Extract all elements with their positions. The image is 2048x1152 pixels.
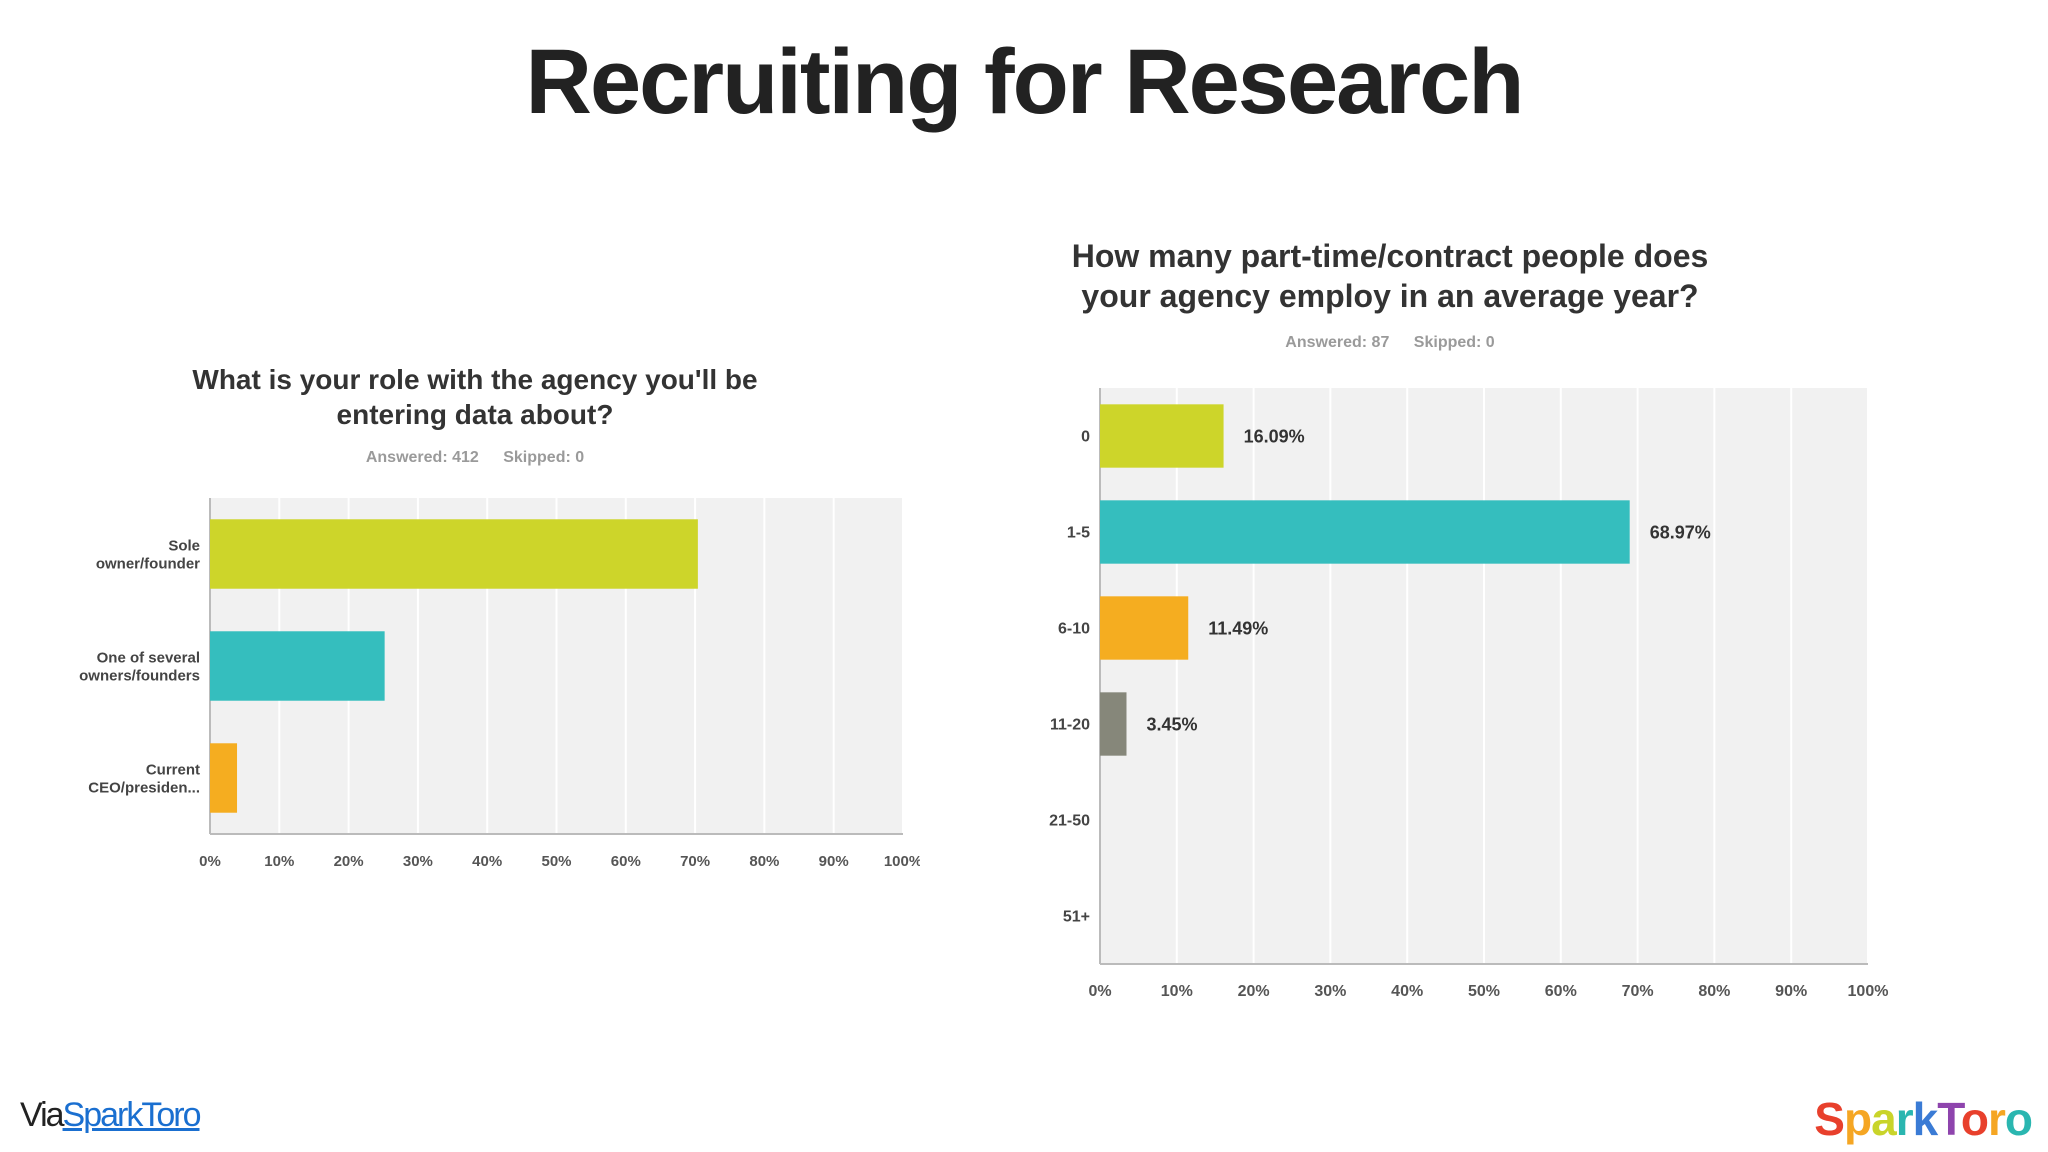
category-label: owners/founders (79, 667, 200, 684)
x-tick-label: 50% (541, 853, 571, 870)
chart1-answered: Answered: 412 (365, 449, 479, 466)
chart2-skipped: Skipped: 0 (1413, 334, 1495, 351)
chart2-title-line2: your agency employ in an average year? (1081, 278, 1699, 314)
bar (210, 519, 698, 589)
category-label: CEO/presiden... (88, 779, 200, 796)
logo-letter: o (1960, 1093, 1989, 1145)
chart1-meta: Answered: 412 Skipped: 0 (100, 449, 850, 467)
chart1-title-line1: What is your role with the agency you'll… (192, 364, 758, 395)
x-tick-label: 0% (1088, 983, 1111, 1000)
x-tick-label: 100% (1848, 983, 1889, 1000)
data-label: 3.45% (1146, 714, 1197, 734)
x-tick-label: 70% (680, 853, 710, 870)
data-label: 11.49% (1208, 618, 1268, 638)
category-label: Current (146, 761, 200, 778)
chart2-title: How many part-time/contract people does … (1000, 236, 1780, 316)
category-label: Sole (168, 537, 200, 554)
x-tick-label: 40% (1391, 983, 1423, 1000)
x-tick-label: 0% (199, 853, 221, 870)
logo-letter: o (2004, 1093, 2033, 1145)
logo-letter: p (1843, 1093, 1872, 1145)
logo-letter: T (1937, 1093, 1962, 1145)
via-label: Via (20, 1096, 65, 1134)
x-tick-label: 70% (1622, 983, 1654, 1000)
logo-letter: k (1912, 1093, 1939, 1145)
bar (1100, 692, 1127, 756)
category-label: 11-20 (1050, 717, 1090, 734)
x-tick-label: 90% (1775, 983, 1807, 1000)
via-credit: ViaSparkToro (20, 1096, 202, 1135)
x-tick-label: 60% (611, 853, 641, 870)
category-label: 0 (1081, 429, 1090, 446)
bar (1100, 500, 1630, 564)
bar (1100, 404, 1224, 468)
logo-letter: r (1895, 1093, 1914, 1145)
chart1-title: What is your role with the agency you'll… (100, 362, 850, 432)
bar (1100, 596, 1189, 660)
category-label: 51+ (1063, 909, 1090, 926)
category-label: 1-5 (1067, 525, 1090, 542)
bar (210, 631, 385, 701)
x-tick-label: 50% (1468, 983, 1500, 1000)
x-tick-label: 60% (1545, 983, 1577, 1000)
logo-letter: r (1987, 1093, 2006, 1145)
sparktoro-logo: SparkToro (1814, 1092, 2033, 1146)
x-tick-label: 80% (749, 853, 779, 870)
category-label: owner/founder (96, 555, 200, 572)
x-tick-label: 90% (819, 853, 849, 870)
chart1-plot: 0% 10% 20% 30% 40% 50% 60% 70% 80% 90% 100%Soleown… (79, 498, 920, 870)
slide-title: Recruiting for Research (525, 31, 1525, 133)
via-sparktoro-link[interactable]: SparkToro (62, 1096, 202, 1134)
x-tick-label: 30% (1314, 983, 1346, 1000)
chart2-plot: 0% 10% 20% 30% 40% 50% 60% 70% 80% 90% 100% 16.09% 0… (1049, 388, 1889, 1000)
x-tick-label: 80% (1698, 983, 1730, 1000)
chart2-title-line1: How many part-time/contract people does (1071, 238, 1709, 274)
x-tick-label: 100% (884, 853, 920, 870)
category-label: One of several (97, 649, 200, 666)
logo-letter: S (1814, 1093, 1845, 1145)
category-label: 21-50 (1049, 813, 1090, 830)
data-label: 68.97% (1650, 522, 1711, 542)
x-tick-label: 10% (264, 853, 294, 870)
chart2-answered: Answered: 87 (1285, 334, 1390, 351)
chart1-title-line2: entering data about? (336, 399, 614, 430)
bar (210, 743, 238, 813)
chart1-skipped: Skipped: 0 (503, 449, 585, 466)
x-tick-label: 20% (1238, 983, 1270, 1000)
x-tick-label: 40% (472, 853, 502, 870)
chart2-meta: Answered: 87 Skipped: 0 (1000, 334, 1780, 352)
category-label: 6-10 (1058, 621, 1090, 638)
data-label: 16.09% (1244, 426, 1305, 446)
x-tick-label: 30% (403, 853, 433, 870)
x-tick-label: 20% (334, 853, 364, 870)
logo-letter: a (1871, 1093, 1897, 1145)
x-tick-label: 10% (1161, 983, 1193, 1000)
